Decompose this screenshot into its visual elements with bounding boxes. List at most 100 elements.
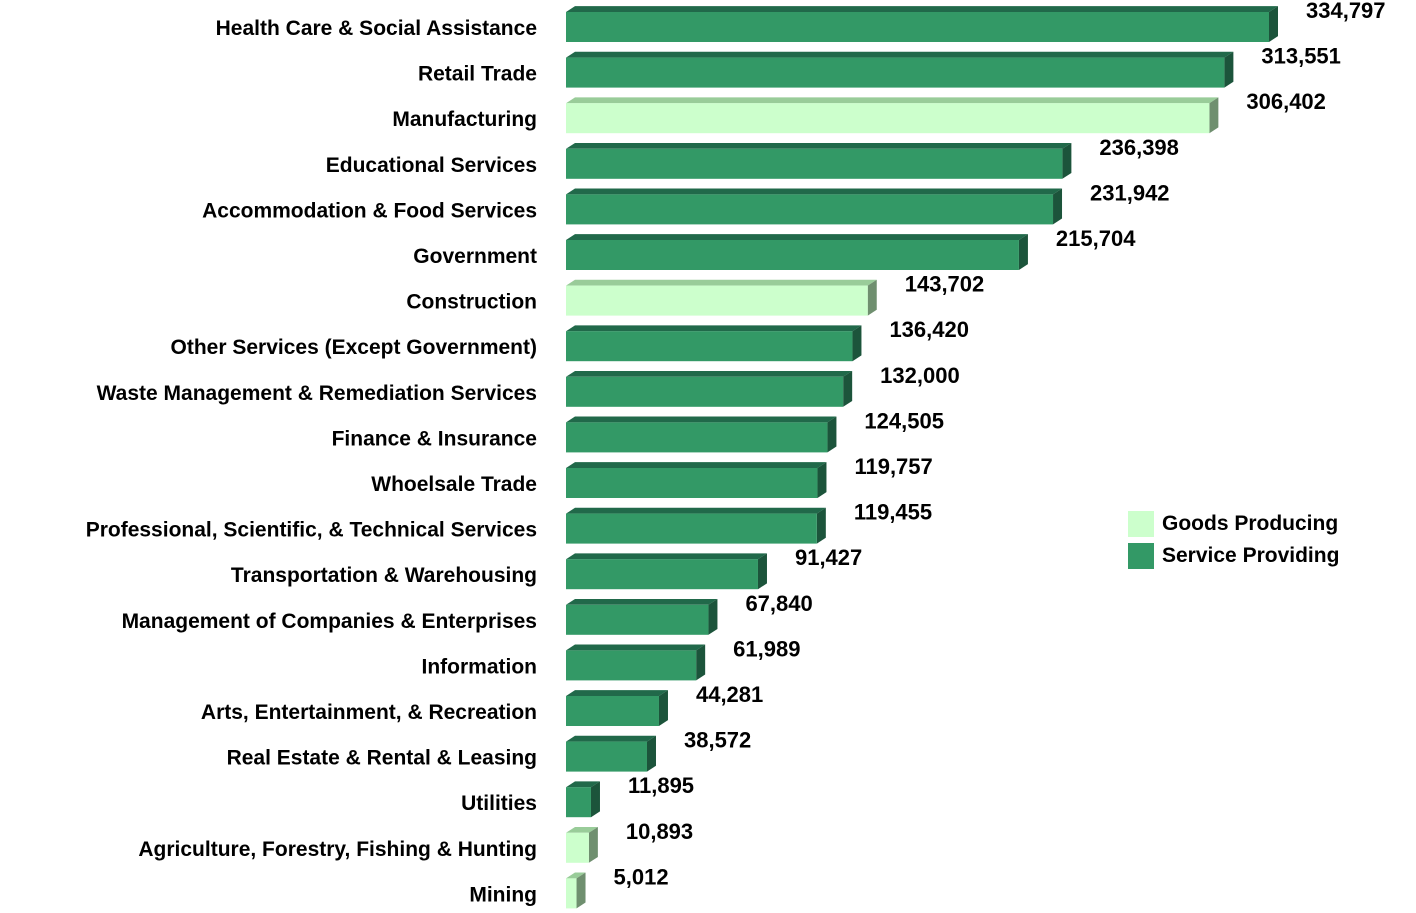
- value-label-educational-services: 236,398: [1099, 135, 1179, 160]
- category-label-manufacturing: Manufacturing: [392, 108, 537, 131]
- bar-retail-trade: [566, 51, 1234, 88]
- bar-front-face: [566, 696, 659, 726]
- category-label-transportation-and-warehousing: Transportation & Warehousing: [231, 564, 537, 587]
- bar-front-face: [566, 240, 1019, 270]
- bar-front-face: [566, 787, 591, 818]
- bar-top-face: [566, 690, 668, 696]
- bar-management-of-companies-and-enterprises: [566, 598, 718, 635]
- bar-side-face: [757, 553, 767, 590]
- bar-top-face: [566, 553, 767, 560]
- category-label-information: Information: [422, 655, 538, 678]
- bar-top-face: [566, 826, 598, 833]
- category-label-construction: Construction: [406, 291, 537, 314]
- value-label-transportation-and-warehousing: 91,427: [795, 545, 862, 570]
- category-label-educational-services: Educational Services: [326, 154, 537, 177]
- value-label-mining: 5,012: [614, 864, 669, 889]
- bar-side-face: [1224, 51, 1234, 88]
- value-labels: 334,797 313,551 306,402 236,398 231,942 215,7…: [614, 0, 1386, 889]
- legend-item-goods-producing: Goods Producing: [1128, 508, 1398, 540]
- bar-front-face: [566, 285, 868, 316]
- bar-front-face: [566, 832, 589, 863]
- value-label-utilities: 11,895: [628, 773, 694, 798]
- value-label-other-services-except-government: 136,420: [889, 317, 969, 342]
- value-label-manufacturing: 306,402: [1246, 89, 1326, 114]
- bar-waste-management-and-remediation-services: [566, 370, 853, 407]
- bar-mining: [566, 872, 586, 909]
- value-label-real-estate-and-rental-and-leasing: 38,572: [684, 728, 751, 753]
- bar-agriculture-forestry-fishing-and-hunting: [566, 826, 598, 863]
- legend-swatch-goods-producing: [1128, 511, 1154, 537]
- bar-construction: [566, 279, 877, 316]
- bar-professional-scientific-and-technical-services: [566, 507, 826, 544]
- bar-top-face: [566, 462, 827, 468]
- bar-side-face: [1209, 97, 1219, 134]
- bar-side-face: [827, 416, 837, 453]
- bar-top-face: [566, 370, 853, 377]
- bar-whoelsale-trade: [566, 462, 827, 498]
- value-label-information: 61,989: [733, 636, 800, 661]
- category-label-finance-and-insurance: Finance & Insurance: [332, 427, 537, 450]
- bar-top-face: [566, 188, 1063, 195]
- bar-front-face: [566, 559, 758, 590]
- bar-front-face: [566, 741, 647, 772]
- value-label-accommodation-and-food-services: 231,942: [1090, 180, 1170, 205]
- bar-other-services-except-government: [566, 325, 862, 362]
- bar-front-face: [566, 422, 828, 453]
- bar-top-face: [566, 51, 1234, 58]
- category-label-management-of-companies-and-enterprises: Management of Companies & Enterprises: [122, 610, 537, 633]
- bar-front-face: [566, 878, 577, 909]
- bar-front-face: [566, 57, 1225, 88]
- bar-top-face: [566, 781, 600, 788]
- category-labels: Health Care & Social Assistance Retail Tr…: [86, 17, 537, 906]
- bar-top-face: [566, 872, 586, 879]
- bar-side-face: [576, 872, 586, 909]
- bar-top-face: [566, 416, 837, 423]
- category-label-waste-management-and-remediation-services: Waste Management & Remediation Services: [97, 382, 537, 405]
- bar-top-face: [566, 507, 826, 514]
- bar-front-face: [566, 376, 844, 407]
- bar-top-face: [566, 325, 862, 332]
- category-label-mining: Mining: [469, 883, 537, 906]
- value-label-health-care-and-social-assistance: 334,797: [1306, 0, 1386, 23]
- bar-top-face: [566, 735, 656, 742]
- legend-swatch-service-providing: [1128, 543, 1154, 569]
- category-label-agriculture-forestry-fishing-and-hunting: Agriculture, Forestry, Fishing & Hunting: [138, 838, 537, 861]
- bar-top-face: [566, 97, 1219, 104]
- bar-front-face: [566, 103, 1210, 134]
- bar-top-face: [566, 6, 1278, 12]
- bar-front-face: [566, 604, 709, 635]
- bar-government: [566, 234, 1028, 270]
- category-label-arts-entertainment-and-recreation: Arts, Entertainment, & Recreation: [201, 701, 537, 724]
- category-label-other-services-except-government: Other Services (Except Government): [171, 336, 537, 359]
- bar-front-face: [566, 468, 818, 498]
- value-label-construction: 143,702: [905, 272, 985, 297]
- bar-top-face: [566, 644, 706, 651]
- legend: Goods Producing Service Providing: [1128, 508, 1398, 572]
- bar-side-face: [1018, 234, 1028, 270]
- bar-front-face: [566, 513, 817, 544]
- bar-side-face: [646, 735, 656, 772]
- bar-finance-and-insurance: [566, 416, 837, 453]
- bar-side-face: [867, 279, 877, 316]
- bar-front-face: [566, 331, 853, 362]
- bar-health-care-and-social-assistance: [566, 6, 1278, 42]
- value-label-government: 215,704: [1056, 226, 1136, 251]
- category-label-professional-scientific-and-technical-services: Professional, Scientific, & Technical Se…: [86, 519, 537, 542]
- bar-side-face: [658, 690, 668, 726]
- bar-front-face: [566, 194, 1054, 225]
- category-label-real-estate-and-rental-and-leasing: Real Estate & Rental & Leasing: [227, 747, 537, 770]
- bar-side-face: [852, 325, 862, 362]
- legend-label-service-providing: Service Providing: [1162, 544, 1340, 567]
- legend-item-service-providing: Service Providing: [1128, 540, 1398, 572]
- bar-real-estate-and-rental-and-leasing: [566, 735, 656, 772]
- bar-manufacturing: [566, 97, 1219, 134]
- bar-information: [566, 644, 706, 681]
- bar-side-face: [590, 781, 600, 818]
- bar-side-face: [1062, 142, 1072, 179]
- bar-transportation-and-warehousing: [566, 553, 767, 590]
- value-label-whoelsale-trade: 119,757: [854, 454, 932, 479]
- bar-side-face: [1053, 188, 1063, 225]
- bar-front-face: [566, 12, 1269, 42]
- value-label-agriculture-forestry-fishing-and-hunting: 10,893: [626, 819, 693, 844]
